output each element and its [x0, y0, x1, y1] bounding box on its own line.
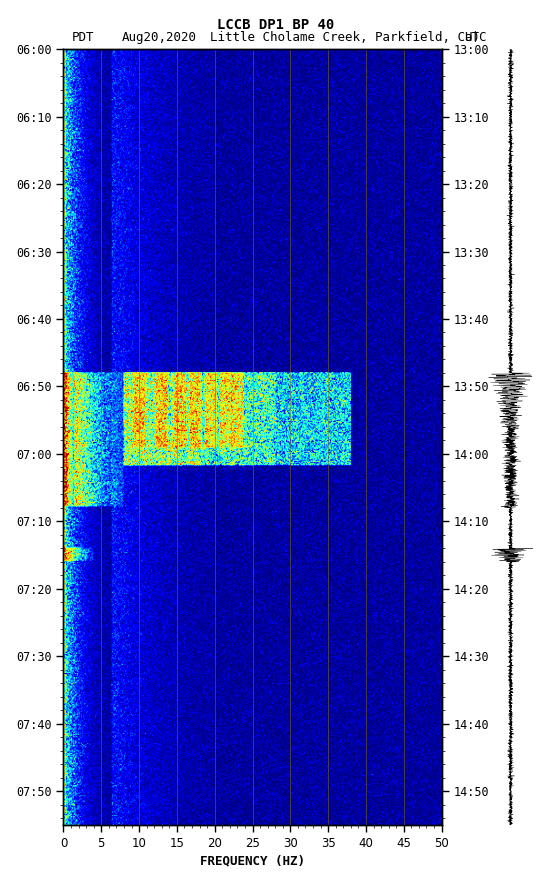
Text: USGS: USGS	[13, 18, 43, 29]
Text: PDT: PDT	[72, 31, 94, 44]
Text: UTC: UTC	[464, 31, 486, 44]
X-axis label: FREQUENCY (HZ): FREQUENCY (HZ)	[200, 854, 305, 867]
Text: Little Cholame Creek, Parkfield, Ca): Little Cholame Creek, Parkfield, Ca)	[210, 31, 480, 44]
Text: LCCB DP1 BP 40: LCCB DP1 BP 40	[217, 18, 335, 32]
Text: Aug20,2020: Aug20,2020	[121, 31, 197, 44]
